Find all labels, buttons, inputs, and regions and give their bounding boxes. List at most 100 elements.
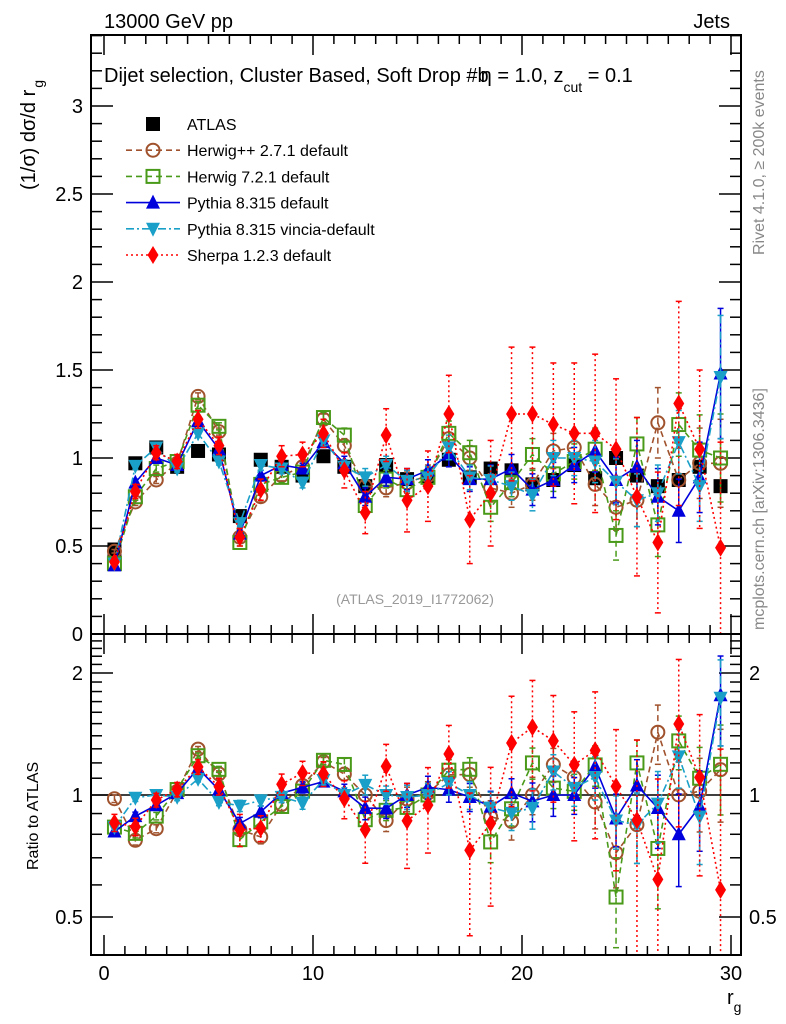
- data-point: [379, 469, 394, 484]
- ratio-data-point: [234, 820, 246, 839]
- ratio-data-point: [420, 789, 435, 803]
- ratio-data-point: [671, 826, 686, 841]
- legend: ATLAS Herwig++ 2.7.1 default Herwig 7.2.1 …: [126, 117, 375, 265]
- legend-item-pythia-8-315-vincia-default: Pythia 8.315 vincia-default: [126, 222, 375, 239]
- legend-marker: [146, 117, 160, 131]
- data-point: [464, 510, 476, 529]
- ratio-data-point: [485, 814, 497, 833]
- ratio-data-point: [546, 787, 561, 801]
- ratio-data-point: [506, 733, 518, 752]
- ratio-data-point: [128, 791, 143, 806]
- ratio-data-point: [652, 870, 664, 889]
- data-point: [568, 424, 580, 443]
- data-point: [713, 371, 728, 386]
- ratio-data-point: [108, 813, 120, 832]
- ratio-data-point: [588, 758, 603, 773]
- main-ylabel: (1/σ) dσ/d rg: [18, 80, 46, 190]
- xlabel-sub: g: [734, 999, 742, 1015]
- ratio-data-point: [441, 776, 456, 791]
- data-point: [443, 405, 455, 423]
- ratio-data-point: [464, 841, 476, 860]
- main-ytick-label: 1: [72, 448, 83, 470]
- data-point: [441, 441, 456, 456]
- xtick-label: 30: [720, 963, 742, 985]
- ratio-data-point: [715, 880, 727, 899]
- data-point: [462, 445, 478, 461]
- legend-item-sherpa-1-2-3-default: Sherpa 1.2.3 default: [126, 246, 332, 265]
- analysis-id-label: (ATLAS_2019_I1772062): [336, 591, 494, 607]
- ratio-data-point: [671, 750, 686, 765]
- data-point: [504, 480, 519, 495]
- series-sherpa-1-2-3-default: [108, 300, 727, 635]
- ratio-data-point: [358, 778, 373, 793]
- data-point: [211, 418, 227, 434]
- data-point: [316, 449, 331, 464]
- ratio-data-point: [192, 757, 204, 776]
- ratio-data-point: [401, 811, 413, 830]
- data-point: [650, 415, 666, 431]
- main-ylabel-text: (1/σ) dσ/d r: [18, 89, 40, 190]
- data-point: [295, 476, 310, 491]
- ratio-series-herwig-7-2-1-default: [106, 715, 729, 949]
- data-point: [317, 424, 329, 443]
- ratio-ytick-label-right: 1: [749, 785, 760, 807]
- data-point: [715, 538, 727, 557]
- data-point: [213, 436, 225, 455]
- data-point: [713, 450, 729, 466]
- main-ylabel-sub: g: [30, 80, 46, 88]
- ratio-data-point: [379, 800, 394, 815]
- data-point: [191, 443, 206, 458]
- data-point: [128, 459, 143, 474]
- data-point: [253, 459, 268, 474]
- legend-label: Sherpa 1.2.3 default: [187, 248, 332, 265]
- ratio-data-point: [525, 801, 540, 816]
- ratio-data-point: [150, 791, 162, 810]
- legend-marker: [145, 142, 161, 158]
- data-point: [650, 487, 665, 502]
- data-point: [652, 533, 664, 552]
- data-point: [629, 458, 644, 473]
- series-line: [113, 400, 722, 563]
- data-point: [276, 447, 288, 466]
- ratio-data-point: [589, 741, 601, 760]
- data-point: [609, 475, 624, 490]
- ratio-data-point: [336, 756, 352, 772]
- ratio-data-point: [338, 789, 350, 808]
- plot-title-cut-value: = 0.1: [582, 65, 633, 87]
- main-ytick-label: 1.5: [55, 360, 83, 382]
- ratio-panel-series: [106, 655, 729, 956]
- data-point: [631, 487, 643, 506]
- plot-title: Dijet selection, Cluster Based, Soft Dro…: [104, 65, 633, 95]
- ratio-data-point: [297, 763, 309, 782]
- data-point: [379, 459, 394, 474]
- ratio-data-point: [547, 731, 559, 750]
- ratio-data-point: [191, 772, 206, 787]
- data-point: [400, 474, 415, 489]
- legend-item-pythia-8-315-default: Pythia 8.315 default: [126, 194, 329, 213]
- ratio-data-point: [400, 791, 415, 806]
- ratio-ylabel: Ratio to ATLAS: [25, 762, 42, 870]
- ratio-data-point: [610, 777, 622, 796]
- ratio-series-line: [114, 738, 721, 898]
- main-panel-series: [106, 300, 729, 635]
- ratio-panel-axes: 0 10 20 30 0.5 0.5 1 1 2 2: [55, 634, 777, 985]
- series-pythia-8-315-default: [107, 307, 728, 572]
- ratio-data-point: [276, 775, 288, 794]
- data-point: [108, 552, 120, 571]
- main-ytick-label: 2.5: [55, 184, 83, 206]
- legend-label: Pythia 8.315 default: [187, 196, 329, 213]
- header-right-label: Jets: [693, 11, 730, 33]
- ratio-ytick-label: 1: [72, 785, 83, 807]
- legend-label: Herwig 7.2.1 default: [187, 169, 330, 186]
- ratio-data-point: [317, 764, 329, 783]
- legend-marker: [145, 168, 161, 184]
- data-point: [694, 440, 706, 459]
- data-point: [608, 527, 624, 543]
- data-point: [485, 484, 497, 503]
- data-point: [692, 480, 707, 495]
- ratio-data-point: [295, 779, 310, 794]
- data-point: [129, 482, 141, 501]
- ratio-ytick-label: 2: [72, 663, 83, 685]
- ratio-data-point: [253, 794, 268, 809]
